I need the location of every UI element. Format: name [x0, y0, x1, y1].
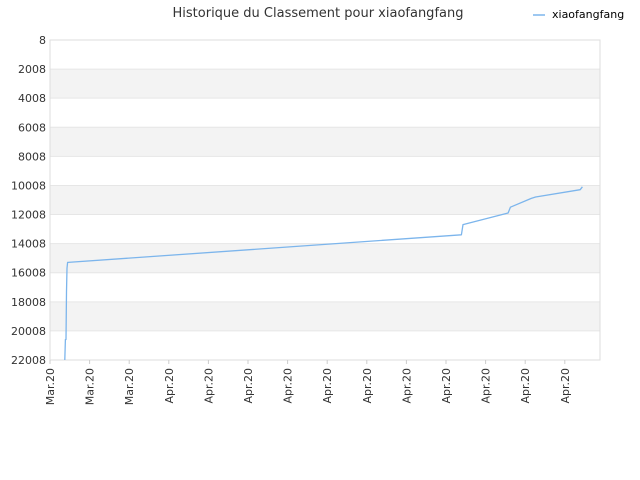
legend-label: xiaofangfang — [552, 8, 624, 21]
series-layer — [64, 186, 583, 361]
y-tick-label: 8 — [39, 34, 46, 47]
x-tick-label: Mar.20 — [44, 368, 57, 405]
grid-band — [50, 127, 600, 157]
x-tick-label: Apr.20 — [242, 368, 255, 404]
x-tick-label: Apr.20 — [440, 368, 453, 404]
y-tick-label: 8008 — [18, 150, 46, 163]
y-axis-tick-labels: 8 2008 4008 6008 8008 10008 12008 14008 16008 180… — [11, 34, 46, 367]
y-tick-label: 4008 — [18, 92, 46, 105]
x-tick-label: Apr.20 — [321, 368, 334, 404]
x-tick-label: Apr.20 — [519, 368, 532, 404]
legend[interactable]: xiaofangfang — [533, 8, 624, 21]
chart-title: Historique du Classement pour xiaofangfa… — [173, 6, 464, 21]
grid-bands — [50, 69, 600, 331]
y-tick-label: 12008 — [11, 209, 46, 222]
y-tick-label: 10008 — [11, 179, 46, 192]
x-tick-label: Apr.20 — [202, 368, 215, 404]
y-tick-label: 2008 — [18, 63, 46, 76]
x-tick-label: Apr.20 — [400, 368, 413, 404]
y-tick-label: 6008 — [18, 121, 46, 134]
plot-area-border — [49, 39, 601, 361]
y-tick-label: 22008 — [11, 354, 46, 367]
x-tick-label: Apr.20 — [361, 368, 374, 404]
series-line-xiaofangfang — [64, 186, 583, 361]
grid-band — [50, 69, 600, 99]
x-tick-label: Apr.20 — [480, 368, 493, 404]
y-tick-label: 14008 — [11, 238, 46, 251]
x-tick-label: Mar.20 — [123, 368, 136, 405]
grid-band — [50, 185, 600, 215]
x-tick-label: Mar.20 — [84, 368, 97, 405]
x-tick-label: Apr.20 — [559, 368, 572, 404]
y-tick-label: 18008 — [11, 296, 46, 309]
grid-band — [50, 301, 600, 331]
grid-lines — [50, 39, 600, 361]
y-tick-label: 20008 — [11, 325, 46, 338]
x-tick-label: Apr.20 — [163, 368, 176, 404]
x-tick-label: Apr.20 — [282, 368, 295, 404]
x-axis-tick-labels: Mar.20 Mar.20 Mar.20 Apr.20 Apr.20 Apr.20 Apr.… — [44, 360, 572, 405]
y-tick-label: 16008 — [11, 267, 46, 280]
grid-band — [50, 243, 600, 273]
